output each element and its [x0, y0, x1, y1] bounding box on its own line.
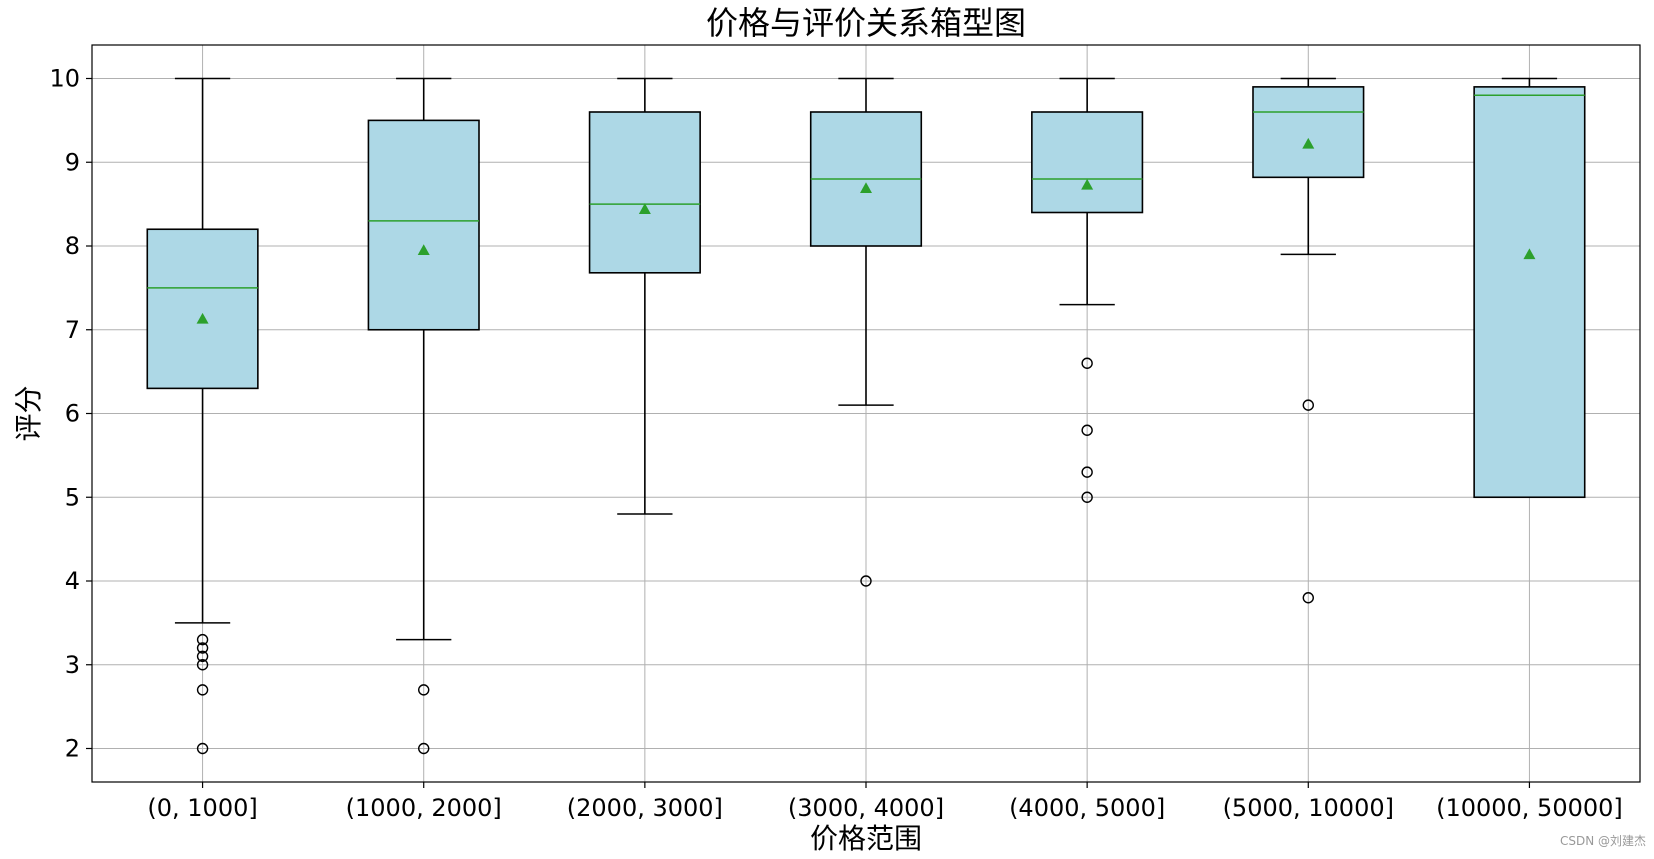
box-iqr [1252, 86, 1365, 179]
outlier-point [418, 684, 430, 696]
y-tick-label: 5 [65, 483, 80, 511]
box-iqr [367, 119, 480, 331]
outlier-point [860, 575, 872, 587]
chart-title: 价格与评价关系箱型图 [706, 4, 1026, 42]
outlier-point [196, 650, 209, 663]
y-tick-label: 9 [65, 148, 80, 176]
mean-marker [1523, 248, 1536, 260]
outlier-point [196, 742, 209, 755]
x-tick-label: (1000, 2000] [346, 794, 502, 822]
outlier-point [196, 642, 209, 654]
box-iqr [1473, 86, 1586, 499]
outlier-point [1081, 424, 1093, 436]
outlier-point [1302, 399, 1314, 411]
outlier-point [196, 684, 209, 696]
x-tick-label: (10000, 50000] [1436, 794, 1623, 822]
outlier-point [418, 742, 430, 755]
y-tick-label: 3 [65, 651, 80, 679]
mean-marker [860, 182, 872, 194]
outlier-point [1081, 491, 1093, 503]
outlier-point [1081, 466, 1093, 478]
y-axis-label: 评分 [12, 385, 45, 441]
y-tick-label: 6 [65, 400, 80, 428]
x-tick-label: (0, 1000] [147, 794, 257, 822]
y-tick-label: 10 [49, 65, 80, 93]
x-axis-label: 价格范围 [810, 822, 922, 855]
mean-marker [1081, 178, 1094, 190]
mean-marker [417, 244, 430, 255]
outlier-point [1302, 592, 1314, 604]
y-tick-label: 8 [65, 232, 80, 260]
x-tick-label: (3000, 4000] [788, 794, 944, 822]
outlier-point [196, 659, 209, 671]
box-iqr [146, 228, 259, 390]
box-iqr [1031, 111, 1144, 214]
x-tick-label: (4000, 5000] [1009, 794, 1165, 822]
mean-marker [638, 203, 651, 214]
mean-marker [196, 312, 209, 324]
box-iqr [588, 111, 701, 274]
watermark: CSDN @刘建杰 [1559, 834, 1646, 848]
mean-marker [1302, 137, 1315, 149]
outlier-point [196, 633, 209, 646]
y-tick-label: 7 [65, 316, 80, 344]
y-tick-label: 2 [65, 735, 80, 763]
x-tick-label: (2000, 3000] [567, 794, 723, 822]
outlier-point [1081, 357, 1093, 369]
x-tick-label: (5000, 10000] [1223, 794, 1394, 822]
y-tick-label: 4 [65, 567, 80, 595]
